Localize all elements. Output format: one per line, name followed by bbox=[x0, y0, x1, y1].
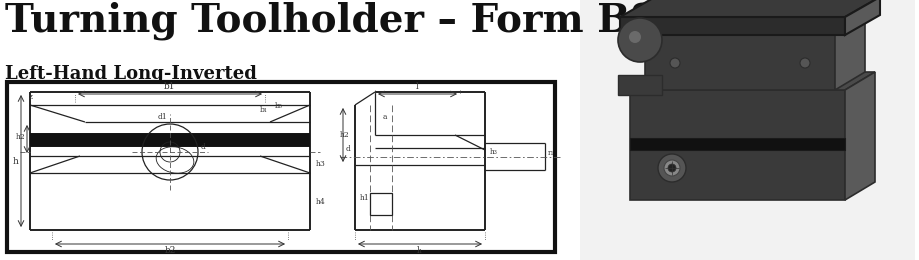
Bar bbox=[620, 17, 845, 35]
Bar bbox=[630, 138, 845, 150]
Text: h₃: h₃ bbox=[490, 147, 498, 155]
Text: h2: h2 bbox=[17, 133, 26, 141]
Text: h3: h3 bbox=[316, 160, 326, 168]
Text: E: E bbox=[379, 200, 384, 208]
Text: b₅: b₅ bbox=[275, 102, 283, 110]
Circle shape bbox=[658, 154, 686, 182]
Polygon shape bbox=[845, 72, 875, 200]
Text: b2: b2 bbox=[165, 246, 176, 255]
Polygon shape bbox=[630, 72, 875, 90]
Text: h1: h1 bbox=[360, 193, 369, 202]
Polygon shape bbox=[645, 17, 865, 35]
Polygon shape bbox=[835, 17, 865, 90]
Polygon shape bbox=[620, 0, 880, 17]
Text: l₁: l₁ bbox=[417, 246, 423, 255]
Circle shape bbox=[800, 58, 810, 68]
Bar bbox=[370, 193, 392, 215]
Bar bbox=[580, 0, 915, 260]
Text: d: d bbox=[201, 143, 206, 151]
Text: b1: b1 bbox=[165, 82, 176, 91]
Text: d1: d1 bbox=[157, 113, 167, 121]
Text: Left-Hand Long-Inverted: Left-Hand Long-Inverted bbox=[5, 65, 257, 83]
Text: r₁: r₁ bbox=[548, 149, 554, 157]
Text: l: l bbox=[416, 82, 419, 91]
Text: h4: h4 bbox=[316, 198, 325, 205]
Text: b₁: b₁ bbox=[260, 106, 267, 114]
Text: Turning Toolholder – Form B8: Turning Toolholder – Form B8 bbox=[5, 2, 657, 41]
Bar bbox=[645, 35, 835, 90]
Text: z: z bbox=[29, 93, 33, 101]
Circle shape bbox=[668, 164, 676, 172]
Bar bbox=[618, 75, 662, 95]
Circle shape bbox=[670, 58, 680, 68]
Bar bbox=[630, 90, 845, 200]
Circle shape bbox=[664, 160, 680, 176]
Text: a: a bbox=[382, 113, 387, 121]
Text: d: d bbox=[346, 145, 350, 153]
Bar bbox=[7, 82, 555, 252]
Text: h2: h2 bbox=[340, 131, 350, 139]
Text: h: h bbox=[13, 157, 19, 166]
Circle shape bbox=[618, 18, 662, 62]
Polygon shape bbox=[845, 0, 880, 35]
Circle shape bbox=[629, 31, 641, 43]
Bar bbox=[30, 134, 310, 146]
